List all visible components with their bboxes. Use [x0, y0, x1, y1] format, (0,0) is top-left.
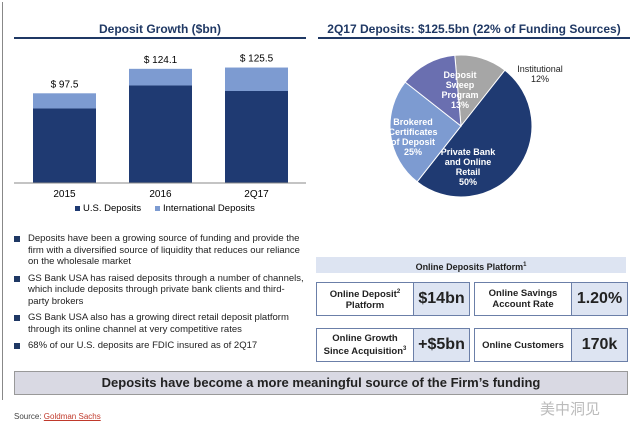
bullet-list: Deposits have been a growing source of f… [14, 233, 304, 357]
platform-header: Online Deposits Platform1 [316, 257, 626, 273]
bar-international-deposits [33, 93, 96, 109]
legend-swatch [75, 206, 80, 211]
source-note: Source: Goldman Sachs [14, 412, 101, 421]
data-label: $ 97.5 [51, 79, 79, 90]
bullet-item: GS Bank USA also has a growing direct re… [14, 312, 304, 335]
slide-frame [2, 2, 637, 400]
x-tick-label: 2Q17 [244, 189, 269, 200]
stat-label: Online Growth Since Acquisition3 [323, 332, 407, 358]
stat-value: +$5bn [413, 329, 469, 361]
stat-label: Online Savings Account Rate [488, 288, 558, 310]
stat-label: Online Customers [482, 339, 564, 351]
footnote: 1 [523, 262, 527, 268]
stat-value: $14bn [413, 283, 469, 315]
title-rule [318, 37, 630, 39]
x-tick-label: 2015 [53, 189, 76, 200]
platform-title: Online Deposits Platform [415, 262, 524, 272]
pie-slice [389, 81, 462, 183]
stat-label: Online Deposit2 Platform [329, 288, 401, 312]
legend-label: U.S. Deposits [83, 203, 141, 214]
stat-online-deposit-platform: Online Deposit2 Platform $14bn [316, 282, 470, 316]
bullet-item: 68% of our U.S. deposits are FDIC insure… [14, 340, 304, 352]
pie-chart: Institutional 12% Private Bank and Online Re… [388, 54, 563, 198]
bar-u-s-deposits [225, 91, 288, 183]
watermark: 美中洞见 [540, 401, 601, 418]
bar-chart-title: Deposit Growth ($bn) [99, 22, 221, 36]
bar-international-deposits [129, 68, 192, 86]
bar-u-s-deposits [129, 85, 192, 183]
stat-online-customers: Online Customers 170k [474, 328, 628, 362]
legend-swatch [155, 206, 160, 211]
pie-chart-title: 2Q17 Deposits: $125.5bn (22% of Funding … [327, 22, 621, 36]
data-label: $ 125.5 [240, 54, 274, 65]
summary-banner: Deposits have become a more meaningful s… [14, 371, 628, 395]
slice-label: Deposit Sweep Program 13% [441, 70, 478, 110]
bar-u-s-deposits [33, 108, 96, 183]
legend-label: International Deposits [163, 203, 255, 214]
source-link[interactable]: Goldman Sachs [43, 412, 101, 421]
bar-international-deposits [225, 67, 288, 91]
x-tick-label: 2016 [149, 189, 172, 200]
bullet-item: Deposits have been a growing source of f… [14, 233, 304, 268]
slice-label: Institutional 12% [517, 64, 563, 84]
stat-value: 170k [571, 329, 627, 361]
stat-online-growth: Online Growth Since Acquisition3 +$5bn [316, 328, 470, 362]
bar-chart: $ 97.5 2015 $ 124.1 2016 $ 125.5 2Q17 U.S. Dep… [14, 54, 306, 214]
pie-slice [416, 69, 533, 198]
bullet-item: GS Bank USA has raised deposits through … [14, 273, 304, 308]
slice-label: Private Bank and Online Retail 50% [441, 147, 497, 187]
slice-label: Brokered Certificates of Deposit 25% [388, 117, 437, 157]
data-label: $ 124.1 [144, 55, 178, 66]
pie-slice [404, 54, 462, 128]
title-rule [14, 37, 306, 39]
stat-value: 1.20% [571, 283, 627, 315]
stat-savings-rate: Online Savings Account Rate 1.20% [474, 282, 628, 316]
